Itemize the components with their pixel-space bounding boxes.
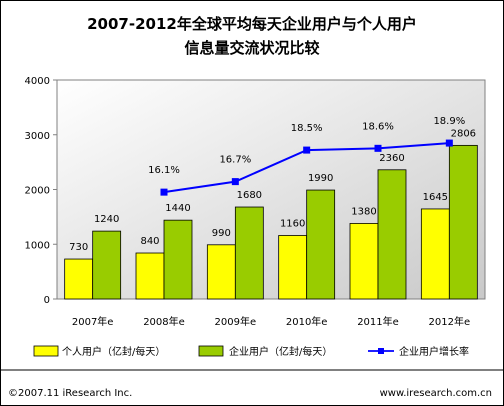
bar-label-enterprise: 1240 xyxy=(94,214,119,225)
bar-personal xyxy=(349,223,379,300)
bar-series xyxy=(64,144,478,300)
growth-rate-marker xyxy=(445,139,453,147)
bar-label-enterprise: 1440 xyxy=(165,203,190,214)
chart-title-line-1: 2007-2012年全球平均每天企业用户与个人用户 xyxy=(87,15,417,33)
legend: 个人用户（亿封/每天） 企业用户（亿封/每天） 企业用户增长率 xyxy=(33,345,469,358)
y-tick-label: 0 xyxy=(44,295,50,306)
bar-enterprise xyxy=(448,144,478,300)
bar-personal xyxy=(278,235,308,300)
growth-rate-label: 18.5% xyxy=(291,123,323,134)
x-tick-labels: 2007年e 2008年e 2009年e 2010年e 2011年e 2012年e xyxy=(72,315,470,328)
bar-enterprise xyxy=(92,230,122,300)
growth-rate-label: 16.7% xyxy=(219,155,251,166)
bar-personal xyxy=(420,208,450,300)
y-tick-label: 4000 xyxy=(25,76,50,87)
bar-value-labels: 730 840 990 1160 1380 1645 1240 1440 1680 1990 236… xyxy=(69,128,476,253)
bar-label-enterprise: 1680 xyxy=(237,190,262,201)
growth-rate-label: 18.9% xyxy=(433,116,465,127)
bar-label-personal: 1160 xyxy=(280,218,305,229)
bar-personal xyxy=(135,252,165,300)
bar-label-personal: 840 xyxy=(140,236,159,247)
chart-title-line-2: 信息量交流状况比较 xyxy=(184,39,319,57)
bar-enterprise xyxy=(234,206,264,300)
growth-rate-marker xyxy=(303,146,311,154)
x-tick-label: 2009年e xyxy=(215,315,257,328)
bar-label-enterprise: 2806 xyxy=(451,128,476,139)
legend-swatch-personal xyxy=(33,345,59,357)
bar-personal xyxy=(64,258,94,300)
x-tick-label: 2007年e xyxy=(72,315,114,328)
bar-personal xyxy=(206,244,236,300)
bar-label-personal: 1645 xyxy=(423,192,448,203)
bar-enterprise xyxy=(163,219,193,300)
bar-label-enterprise: 1990 xyxy=(308,173,333,184)
x-tick-label: 2008年e xyxy=(143,315,185,328)
bar-label-personal: 1380 xyxy=(351,206,376,217)
legend-swatch-enterprise xyxy=(198,345,224,357)
y-tick-label: 1000 xyxy=(25,240,50,251)
bar-label-enterprise: 2360 xyxy=(379,153,404,164)
legend-label-personal: 个人用户（亿封/每天） xyxy=(62,345,165,358)
footer-website: www.iresearch.com.cn xyxy=(380,388,492,399)
legend-label-growth: 企业用户增长率 xyxy=(399,345,469,358)
footer-copyright: ©2007.11 iResearch Inc. xyxy=(8,388,132,399)
bar-enterprise xyxy=(306,189,336,300)
legend-marker-growth xyxy=(378,348,384,354)
growth-rate-marker xyxy=(160,188,168,196)
y-tick-label: 2000 xyxy=(25,186,50,197)
bar-label-personal: 730 xyxy=(69,242,88,253)
growth-rate-marker xyxy=(374,144,382,152)
bar-label-personal: 990 xyxy=(212,228,231,239)
x-tick-label: 2011年e xyxy=(357,315,399,328)
y-axis: 0 1000 2000 3000 4000 xyxy=(25,76,57,306)
plot-area xyxy=(56,79,486,300)
bar-enterprise xyxy=(377,169,407,300)
legend-label-enterprise: 企业用户（亿封/每天） xyxy=(229,345,332,358)
y-tick-label: 3000 xyxy=(25,131,50,142)
growth-rate-marker xyxy=(231,178,239,186)
growth-rate-label: 16.1% xyxy=(148,165,180,176)
x-tick-label: 2012年e xyxy=(429,315,471,328)
growth-rate-line: 16.1% 16.7% 18.5% 18.6% 18.9% xyxy=(148,116,465,196)
x-tick-label: 2010年e xyxy=(286,315,328,328)
growth-rate-label: 18.6% xyxy=(362,121,394,132)
